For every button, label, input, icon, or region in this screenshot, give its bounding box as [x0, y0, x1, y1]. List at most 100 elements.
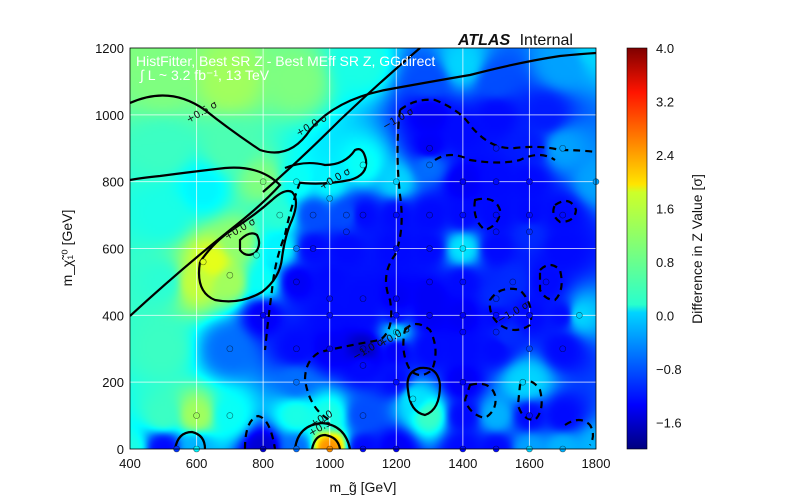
data-point-marker	[427, 279, 433, 285]
y-tick-label: 1000	[95, 108, 124, 123]
data-point-marker	[560, 346, 566, 352]
colorbar-tick-label: 0.0	[656, 308, 674, 323]
data-point-marker	[293, 179, 299, 185]
data-point-marker	[393, 212, 399, 218]
data-point-marker	[526, 229, 532, 235]
y-tick-label: 400	[102, 308, 124, 323]
data-point-marker	[427, 145, 433, 151]
y-axis-label: m_χ̃₁⁰ [GeV]	[59, 210, 75, 287]
x-axis-ticks: 400 600 800 1000 1200 1400 1600 1800	[119, 456, 610, 471]
data-point-marker	[327, 195, 333, 201]
data-point-marker	[194, 413, 200, 419]
data-point-marker	[560, 212, 566, 218]
data-point-marker	[260, 312, 266, 318]
data-point-marker	[427, 312, 433, 318]
data-point-marker	[526, 212, 532, 218]
data-point-marker	[526, 179, 532, 185]
colorbar-tick-label: 0.8	[656, 255, 674, 270]
data-point-marker	[253, 252, 259, 258]
atlas-status: Internal	[520, 32, 573, 49]
data-point-marker	[393, 246, 399, 252]
colorbar-tick-label: 3.2	[656, 94, 674, 109]
data-point-marker	[260, 179, 266, 185]
x-tick-label: 1000	[315, 456, 344, 471]
data-point-marker	[327, 312, 333, 318]
data-point-marker	[460, 312, 466, 318]
data-point-marker	[360, 296, 366, 302]
y-tick-label: 1200	[95, 41, 124, 56]
data-point-marker	[227, 272, 233, 278]
data-point-marker	[293, 379, 299, 385]
data-point-marker	[360, 362, 366, 368]
data-point-marker	[460, 179, 466, 185]
data-point-marker	[460, 279, 466, 285]
data-point-marker	[327, 346, 333, 352]
data-point-marker	[493, 229, 499, 235]
data-point-marker	[520, 379, 526, 385]
colorbar-ticks: 4.0 3.2 2.4 1.6 0.8 0.0 −0.8 −1.6	[656, 41, 682, 430]
data-point-marker	[427, 162, 433, 168]
data-point-marker	[293, 279, 299, 285]
data-point-marker	[493, 329, 499, 335]
data-point-marker	[343, 229, 349, 235]
data-point-marker	[360, 212, 366, 218]
colorbar-tick-label: −0.8	[656, 362, 682, 377]
data-point-marker	[360, 162, 366, 168]
data-point-marker	[293, 346, 299, 352]
data-point-marker	[200, 259, 206, 265]
data-point-marker	[410, 396, 416, 402]
data-point-marker	[427, 212, 433, 218]
data-point-marker	[393, 296, 399, 302]
data-point-marker	[560, 145, 566, 151]
data-point-marker	[510, 279, 516, 285]
data-point-marker	[227, 346, 233, 352]
data-point-marker	[427, 246, 433, 252]
x-tick-label: 800	[252, 456, 274, 471]
x-tick-label: 600	[186, 456, 208, 471]
data-point-marker	[526, 346, 532, 352]
data-point-marker	[393, 379, 399, 385]
y-axis-ticks: 0 200 400 600 800 1000 1200	[95, 41, 124, 457]
colorbar-tick-label: 4.0	[656, 41, 674, 56]
data-point-marker	[493, 145, 499, 151]
y-tick-label: 600	[102, 242, 124, 257]
data-point-marker	[293, 246, 299, 252]
data-point-marker	[310, 212, 316, 218]
data-point-marker	[460, 246, 466, 252]
data-point-marker	[460, 329, 466, 335]
data-point-marker	[327, 296, 333, 302]
x-tick-label: 400	[119, 456, 141, 471]
colorbar	[627, 48, 647, 449]
data-point-marker	[576, 312, 582, 318]
colorbar-tick-label: 1.6	[656, 201, 674, 216]
atlas-brand: ATLAS	[457, 32, 510, 49]
x-tick-label: 1400	[448, 456, 477, 471]
colorbar-tick-label: 2.4	[656, 148, 674, 163]
data-point-marker	[460, 379, 466, 385]
data-point-marker	[543, 279, 549, 285]
x-tick-label: 1800	[582, 456, 611, 471]
colorbar-tick-label: −1.6	[656, 415, 682, 430]
data-point-marker	[227, 413, 233, 419]
y-tick-label: 800	[102, 175, 124, 190]
x-tick-label: 1200	[382, 456, 411, 471]
data-point-marker	[526, 312, 532, 318]
atlas-label: ATLAS Internal	[457, 32, 573, 49]
data-point-marker	[393, 179, 399, 185]
data-point-marker	[493, 212, 499, 218]
data-point-marker	[493, 179, 499, 185]
overlay-line-2: ∫ L ~ 3.2 fb⁻¹, 13 TeV	[139, 67, 270, 83]
data-point-marker	[493, 296, 499, 302]
data-point-marker	[460, 212, 466, 218]
y-tick-label: 200	[102, 375, 124, 390]
y-tick-label: 0	[117, 442, 124, 457]
data-point-marker	[360, 413, 366, 419]
x-axis-label: m_g̃ [GeV]	[330, 479, 397, 495]
colorbar-label: Difference in Z Value [σ]	[689, 174, 705, 324]
data-point-marker	[526, 413, 532, 419]
data-point-marker	[310, 246, 316, 252]
data-point-marker	[393, 312, 399, 318]
x-tick-label: 1600	[515, 456, 544, 471]
data-point-marker	[343, 212, 349, 218]
